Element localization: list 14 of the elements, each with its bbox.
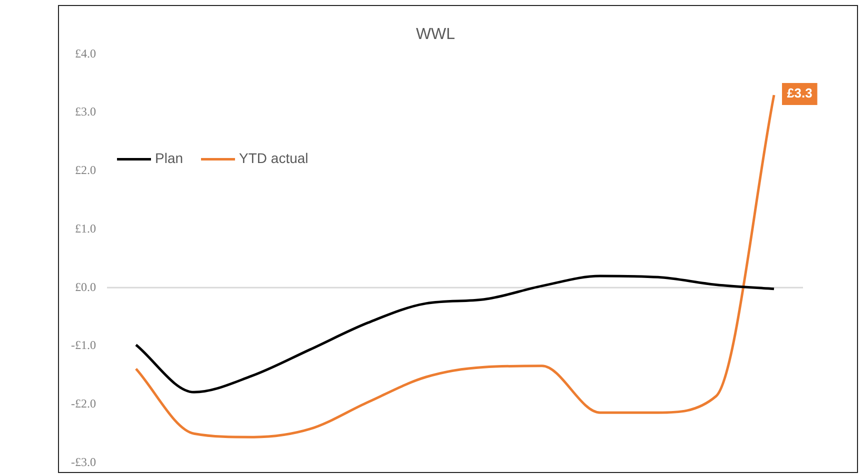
y-tick-label: £4.0 [74,46,96,60]
legend-label: Plan [154,150,184,166]
y-tick-label: £0.0 [74,280,96,294]
y-tick-label: £3.0 [74,104,96,119]
y-tick-label: -£1.0 [70,338,96,352]
data-label: £3.3 [787,86,812,101]
legend-label: YTD actual [239,150,308,166]
chart-title: WWL [416,26,456,44]
y-tick-label: -£3.0 [70,454,96,469]
y-tick-label: £1.0 [74,221,96,236]
line-series [134,94,776,438]
y-tick-label: -£2.0 [70,396,96,411]
y-tick-label: £2.0 [74,163,96,178]
line-series [134,274,776,394]
